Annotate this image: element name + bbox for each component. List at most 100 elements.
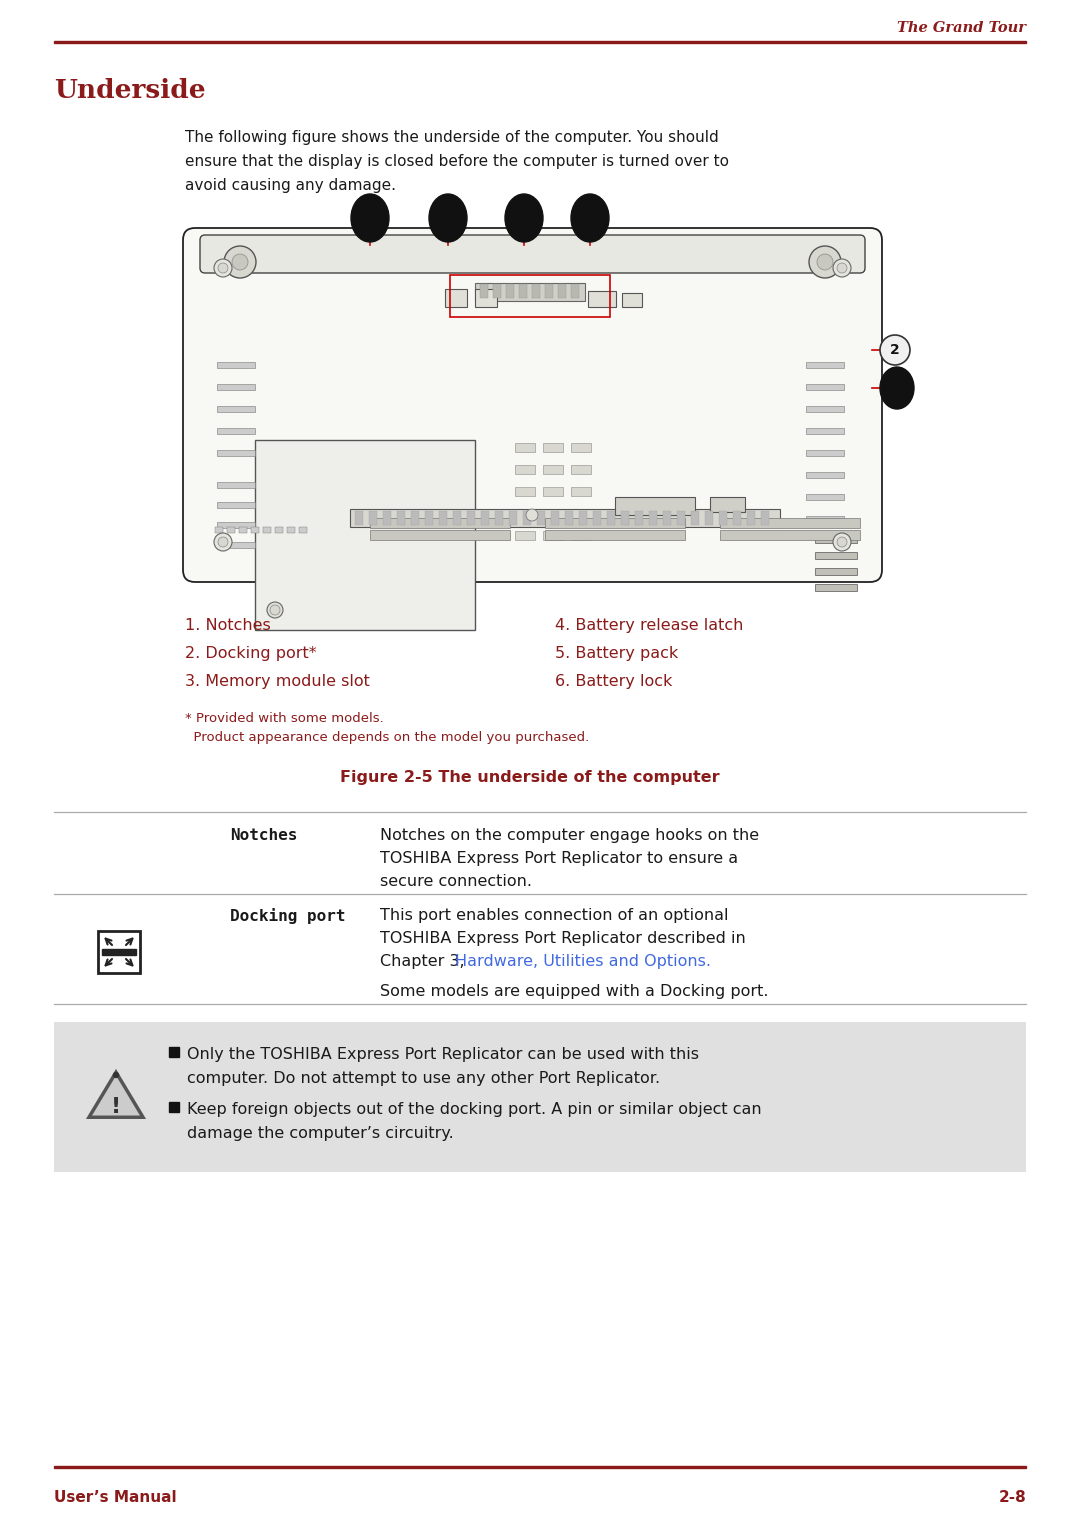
Bar [806,472,843,479]
Bar [615,497,696,515]
Bar [691,511,699,524]
Bar [571,488,591,495]
Text: Product appearance depends on the model you purchased.: Product appearance depends on the model … [185,731,590,745]
Bar [217,541,255,547]
Bar [515,488,535,495]
Bar [264,528,271,534]
Bar [450,275,610,317]
Bar [217,502,255,508]
Circle shape [214,534,232,550]
FancyBboxPatch shape [183,228,882,583]
Text: Notches: Notches [230,829,297,842]
Circle shape [809,246,841,278]
Text: Keep foreign objects out of the docking port. A pin or similar object can: Keep foreign objects out of the docking … [187,1102,761,1118]
Bar [806,362,843,368]
Bar [355,511,363,524]
Bar [545,284,553,298]
Ellipse shape [571,194,609,242]
Text: 3. Memory module slot: 3. Memory module slot [185,674,369,690]
Bar [98,931,140,972]
Text: avoid causing any damage.: avoid causing any damage. [185,177,396,193]
Ellipse shape [880,367,914,408]
Bar [806,515,843,521]
Bar [480,284,488,298]
Circle shape [218,263,228,274]
Circle shape [224,246,256,278]
Bar [720,518,860,528]
Bar [733,511,741,524]
Text: !: ! [111,1096,121,1118]
FancyBboxPatch shape [200,235,865,274]
Circle shape [880,335,910,365]
Bar [275,528,283,534]
Bar [523,511,531,524]
Bar [370,518,510,528]
Bar [806,494,843,500]
Bar [571,443,591,453]
Text: Docking port: Docking port [230,908,346,924]
Bar [543,509,563,518]
Text: 6. Battery lock: 6. Battery lock [555,674,673,690]
Text: 2. Docking port*: 2. Docking port* [185,645,316,661]
Bar [571,531,591,540]
Text: Only the TOSHIBA Express Port Replicator can be used with this: Only the TOSHIBA Express Port Replicator… [187,1047,699,1063]
Bar [649,511,657,524]
Text: The following figure shows the underside of the computer. You should: The following figure shows the underside… [185,130,719,145]
Bar [551,511,559,524]
Circle shape [833,258,851,277]
Bar [545,518,685,528]
Bar [815,567,858,575]
Bar [507,284,514,298]
Text: ensure that the display is closed before the computer is turned over to: ensure that the display is closed before… [185,154,729,170]
Bar [369,511,377,524]
Bar [545,531,685,540]
Text: TOSHIBA Express Port Replicator to ensure a: TOSHIBA Express Port Replicator to ensur… [380,852,738,865]
Text: Some models are equipped with a Docking port.: Some models are equipped with a Docking … [380,985,769,998]
Bar [445,289,467,307]
Bar [350,509,780,528]
Text: 1. Notches: 1. Notches [185,618,271,633]
Text: User’s Manual: User’s Manual [54,1491,177,1506]
Bar [815,537,858,543]
Text: damage the computer’s circuitry.: damage the computer’s circuitry. [187,1125,454,1141]
Bar [806,407,843,411]
Text: The Grand Tour: The Grand Tour [897,21,1026,35]
Bar [411,511,419,524]
Bar [635,511,643,524]
Bar [426,511,433,524]
Bar [495,511,503,524]
Bar [537,511,545,524]
Circle shape [526,509,538,521]
Text: Hardware, Utilities and Options.: Hardware, Utilities and Options. [455,954,711,969]
Bar [532,284,540,298]
Bar [227,528,235,534]
Polygon shape [89,1072,143,1118]
Bar [719,511,727,524]
Bar [515,443,535,453]
Text: TOSHIBA Express Port Replicator described in: TOSHIBA Express Port Replicator describe… [380,931,746,946]
Bar [481,511,489,524]
Bar [217,384,255,390]
Circle shape [270,605,280,615]
Bar [217,450,255,456]
Text: 2: 2 [890,342,900,356]
Bar [519,284,527,298]
Bar [383,511,391,524]
Text: Underside: Underside [54,78,205,102]
Bar [438,511,447,524]
Bar [663,511,671,524]
Bar [215,528,222,534]
Bar [54,1466,1026,1468]
Text: 4. Battery release latch: 4. Battery release latch [555,618,743,633]
Bar [217,521,255,528]
Bar [287,528,295,534]
Bar [579,511,588,524]
Bar [565,511,573,524]
Bar [168,1102,179,1112]
Bar [217,407,255,411]
Text: This port enables connection of an optional: This port enables connection of an optio… [380,908,729,924]
Bar [217,482,255,488]
Bar [588,291,616,307]
Bar [815,584,858,592]
Bar [806,428,843,434]
